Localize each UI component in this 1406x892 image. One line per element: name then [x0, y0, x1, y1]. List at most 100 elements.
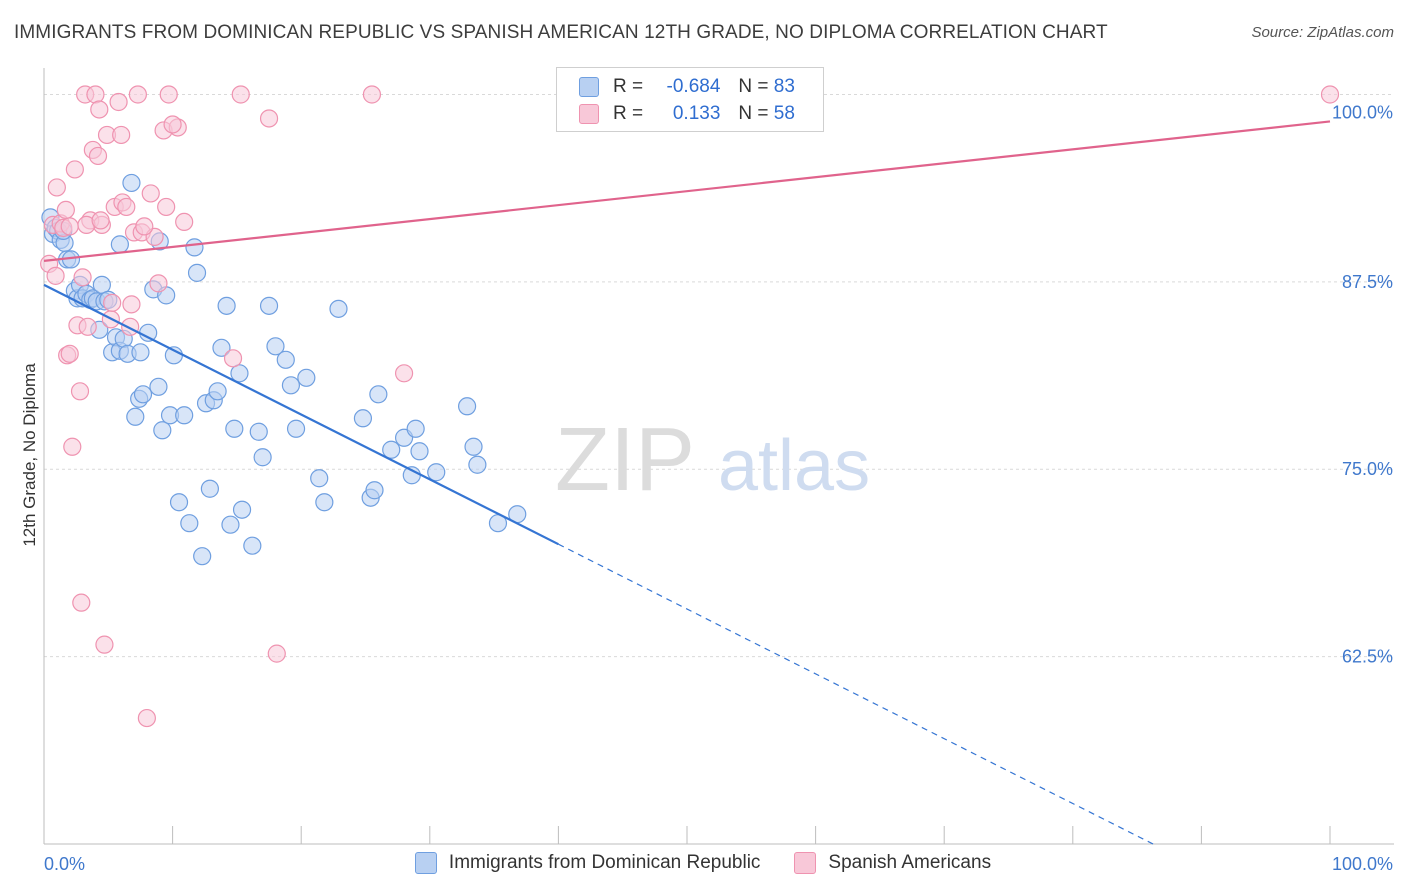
data-point	[221, 515, 240, 534]
blue-swatch	[414, 852, 437, 874]
watermark-zip: ZIP	[555, 410, 695, 510]
data-point	[78, 317, 97, 336]
pink-swatch	[794, 852, 817, 874]
data-point	[259, 109, 279, 128]
n-value: 83	[773, 76, 795, 97]
data-point	[249, 422, 268, 441]
data-point	[394, 364, 414, 383]
data-point	[90, 100, 109, 119]
trend-line-pink	[43, 120, 1331, 262]
data-point	[141, 184, 160, 203]
data-point	[122, 173, 141, 193]
data-point	[464, 437, 483, 456]
data-point	[60, 217, 79, 236]
data-point	[231, 85, 250, 104]
data-point	[149, 377, 168, 396]
legend-row-pink: R = 0.133 N = 58	[579, 102, 795, 126]
data-point	[175, 212, 194, 232]
y-tick-label: 100.0%	[1332, 102, 1393, 122]
data-point	[47, 178, 66, 197]
data-point	[200, 479, 219, 498]
data-point	[266, 337, 285, 356]
n-label: N =	[738, 103, 769, 124]
data-point	[353, 409, 373, 428]
data-point	[217, 296, 236, 315]
data-point	[208, 382, 227, 401]
n-label: N =	[738, 76, 769, 97]
data-point	[91, 211, 110, 230]
data-point	[139, 323, 158, 342]
y-tick-label: 75.0%	[1342, 459, 1393, 479]
data-point	[406, 419, 425, 438]
series-spanish-americans	[40, 85, 1340, 728]
data-point	[365, 481, 384, 500]
watermark-atlas: atlas	[718, 426, 870, 506]
data-point	[110, 235, 129, 254]
data-point	[122, 295, 141, 314]
data-point	[88, 146, 108, 166]
data-point	[329, 299, 348, 318]
data-point	[185, 238, 204, 257]
data-point	[180, 514, 199, 533]
trend-line-blue-extension	[558, 543, 1157, 847]
data-point	[457, 397, 477, 416]
data-point	[253, 448, 272, 467]
legend-item-dominican: Immigrants from Dominican Republic	[414, 852, 760, 874]
data-point	[259, 296, 279, 315]
legend-item-spanish: Spanish Americans	[794, 852, 991, 874]
data-point	[153, 421, 172, 440]
data-point	[276, 350, 295, 369]
data-point	[175, 406, 194, 425]
data-point	[72, 593, 91, 612]
data-point	[133, 385, 153, 404]
axes	[43, 68, 1394, 845]
legend-label: Spanish Americans	[828, 852, 992, 873]
data-point	[382, 440, 401, 459]
blue-swatch	[579, 77, 599, 97]
chart-title: IMMIGRANTS FROM DOMINICAN REPUBLIC VS SP…	[14, 22, 1108, 43]
data-point	[212, 338, 231, 357]
data-point	[65, 160, 84, 179]
data-point	[109, 92, 128, 112]
data-point	[135, 217, 154, 236]
source-credit: Source: ZipAtlas.com	[1251, 24, 1394, 41]
legend-row-blue: R = -0.684 N = 83	[579, 75, 795, 99]
data-point	[225, 419, 244, 438]
data-point	[468, 455, 487, 474]
r-label: R =	[613, 76, 644, 97]
data-point	[117, 197, 136, 217]
r-value: 0.133	[672, 103, 721, 124]
data-point	[297, 368, 316, 387]
pink-swatch	[579, 104, 599, 124]
data-point	[243, 536, 262, 555]
series-immigrants-dominican-republic	[41, 173, 527, 566]
data-point	[70, 382, 90, 401]
data-point	[310, 469, 329, 488]
x-tick-labels: 0.0% 100.0%	[44, 854, 1393, 874]
x-tick-label: 100.0%	[1332, 854, 1393, 874]
data-point	[281, 376, 301, 395]
data-point	[163, 115, 182, 134]
x-tick-label: 0.0%	[44, 854, 85, 874]
data-point	[73, 268, 92, 287]
data-point	[193, 547, 212, 566]
n-value: 58	[773, 103, 795, 124]
data-point	[267, 644, 286, 663]
r-value: -0.684	[666, 76, 721, 97]
y-tick-label: 62.5%	[1342, 647, 1393, 667]
data-point	[60, 344, 79, 363]
data-point	[223, 349, 243, 368]
data-point	[126, 407, 145, 426]
data-point	[149, 274, 168, 293]
data-point	[95, 635, 114, 654]
data-point	[187, 263, 207, 282]
data-point	[315, 493, 334, 512]
data-point	[86, 85, 105, 104]
data-point	[286, 419, 306, 438]
data-point	[63, 437, 82, 456]
data-point	[362, 85, 382, 104]
data-point	[121, 317, 140, 336]
data-point	[369, 385, 388, 404]
data-point	[410, 442, 429, 461]
